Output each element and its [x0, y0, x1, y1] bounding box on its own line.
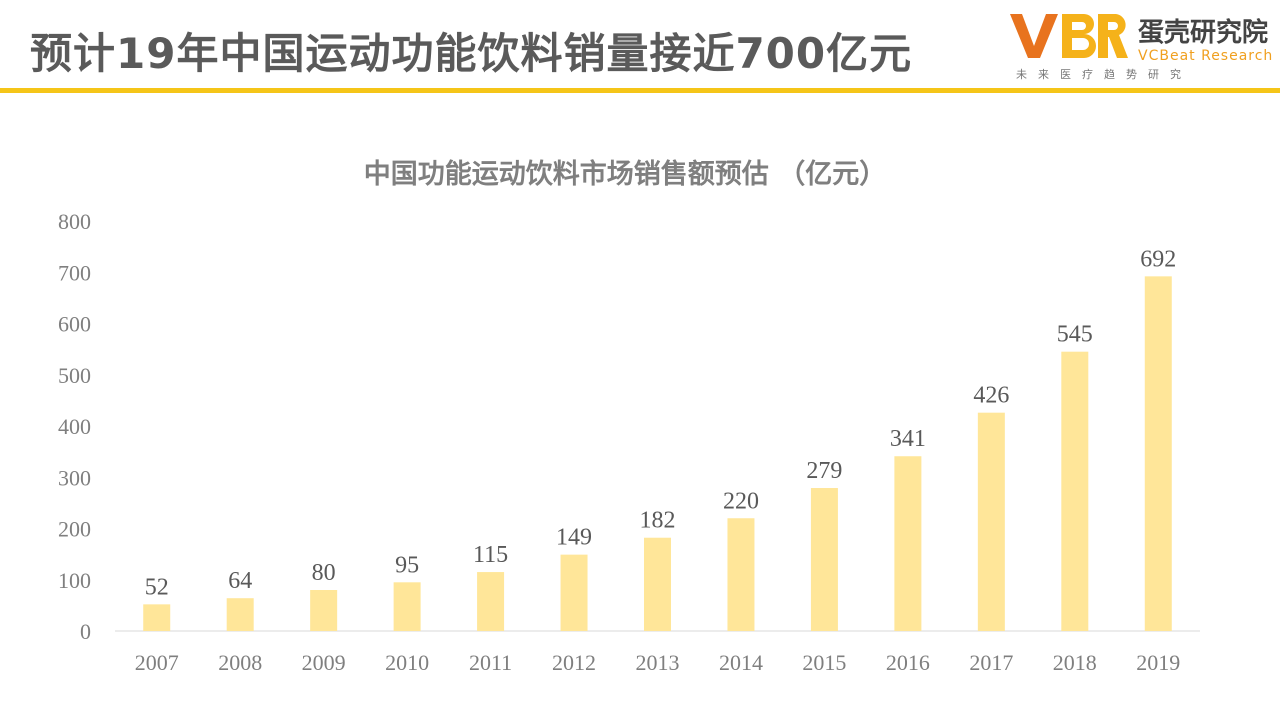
x-tick-label: 2019 — [1136, 650, 1180, 675]
x-axis: 2007 2008 2009 2010 2011 2012 2013 2014 2015 2016… — [135, 650, 1181, 675]
vcbeat-logo: 蛋壳研究院 VCBeat Research 未来医疗趋势研究 — [1008, 8, 1280, 81]
logo-letter-b — [1062, 14, 1096, 58]
data-label-2007: 52 — [145, 574, 169, 600]
data-label-2016: 341 — [890, 426, 926, 452]
data-label-2018: 545 — [1057, 322, 1093, 348]
x-tick-label: 2010 — [385, 650, 429, 675]
x-tick-label: 2014 — [719, 650, 763, 675]
sales-bar-chart: 中国功能运动饮料市场销售额预估 （亿元） 0 100 200 300 400 500 600… — [58, 158, 1200, 675]
y-tick-label: 0 — [80, 619, 91, 644]
y-axis: 0 100 200 300 400 500 600 700 800 — [58, 209, 91, 644]
value-labels-group: 52 64 80 95 115 149 182 220 279 341 426 545 692 — [145, 246, 1177, 600]
x-tick-label: 2015 — [802, 650, 846, 675]
y-tick-label: 200 — [58, 517, 91, 542]
page-title: 预计19年中国运动功能饮料销量接近700亿元 — [30, 29, 913, 78]
data-label-2008: 64 — [228, 568, 252, 594]
y-tick-label: 300 — [58, 465, 91, 490]
data-label-2010: 95 — [395, 552, 419, 578]
chart-title: 中国功能运动饮料市场销售额预估 （亿元） — [364, 158, 886, 190]
bar-2019 — [1144, 276, 1172, 631]
bar-2008 — [226, 598, 254, 631]
bar-2011 — [477, 572, 505, 631]
bar-2012 — [560, 554, 588, 631]
x-tick-label: 2012 — [552, 650, 596, 675]
x-tick-label: 2013 — [636, 650, 680, 675]
y-tick-label: 800 — [58, 209, 91, 234]
x-tick-label: 2011 — [469, 650, 512, 675]
title-underline — [0, 88, 1280, 93]
x-tick-label: 2017 — [969, 650, 1013, 675]
logo-name-en: VCBeat Research — [1138, 48, 1274, 64]
bar-2010 — [393, 582, 421, 631]
bar-2018 — [1061, 351, 1089, 631]
y-tick-label: 100 — [58, 568, 91, 593]
vbr-logo-mark — [1010, 14, 1128, 58]
logo-letter-v — [1010, 14, 1058, 58]
y-tick-label: 500 — [58, 363, 91, 388]
logo-slogan: 未来医疗趋势研究 — [1016, 68, 1192, 81]
bars-group — [143, 276, 1172, 631]
bar-2016 — [894, 456, 922, 631]
data-label-2014: 220 — [723, 488, 759, 514]
data-label-2015: 279 — [806, 458, 842, 484]
y-tick-label: 700 — [58, 260, 91, 285]
logo-letter-r — [1098, 14, 1128, 58]
y-tick-label: 400 — [58, 414, 91, 439]
x-tick-label: 2009 — [302, 650, 346, 675]
y-tick-label: 600 — [58, 312, 91, 337]
bar-2014 — [727, 518, 755, 631]
data-label-2011: 115 — [473, 542, 508, 568]
x-tick-label: 2016 — [886, 650, 930, 675]
x-tick-label: 2007 — [135, 650, 179, 675]
bar-2017 — [977, 412, 1005, 631]
bar-2007 — [143, 604, 171, 631]
data-label-2009: 80 — [312, 560, 336, 586]
bar-2013 — [644, 537, 671, 631]
bar-2009 — [310, 590, 338, 631]
data-label-2019: 692 — [1140, 246, 1176, 272]
bar-2015 — [810, 488, 838, 631]
data-label-2017: 426 — [973, 383, 1009, 409]
x-tick-label: 2008 — [218, 650, 262, 675]
logo-name-cn: 蛋壳研究院 — [1138, 18, 1269, 48]
data-label-2013: 182 — [640, 508, 676, 534]
x-tick-label: 2018 — [1053, 650, 1097, 675]
data-label-2012: 149 — [556, 525, 592, 551]
